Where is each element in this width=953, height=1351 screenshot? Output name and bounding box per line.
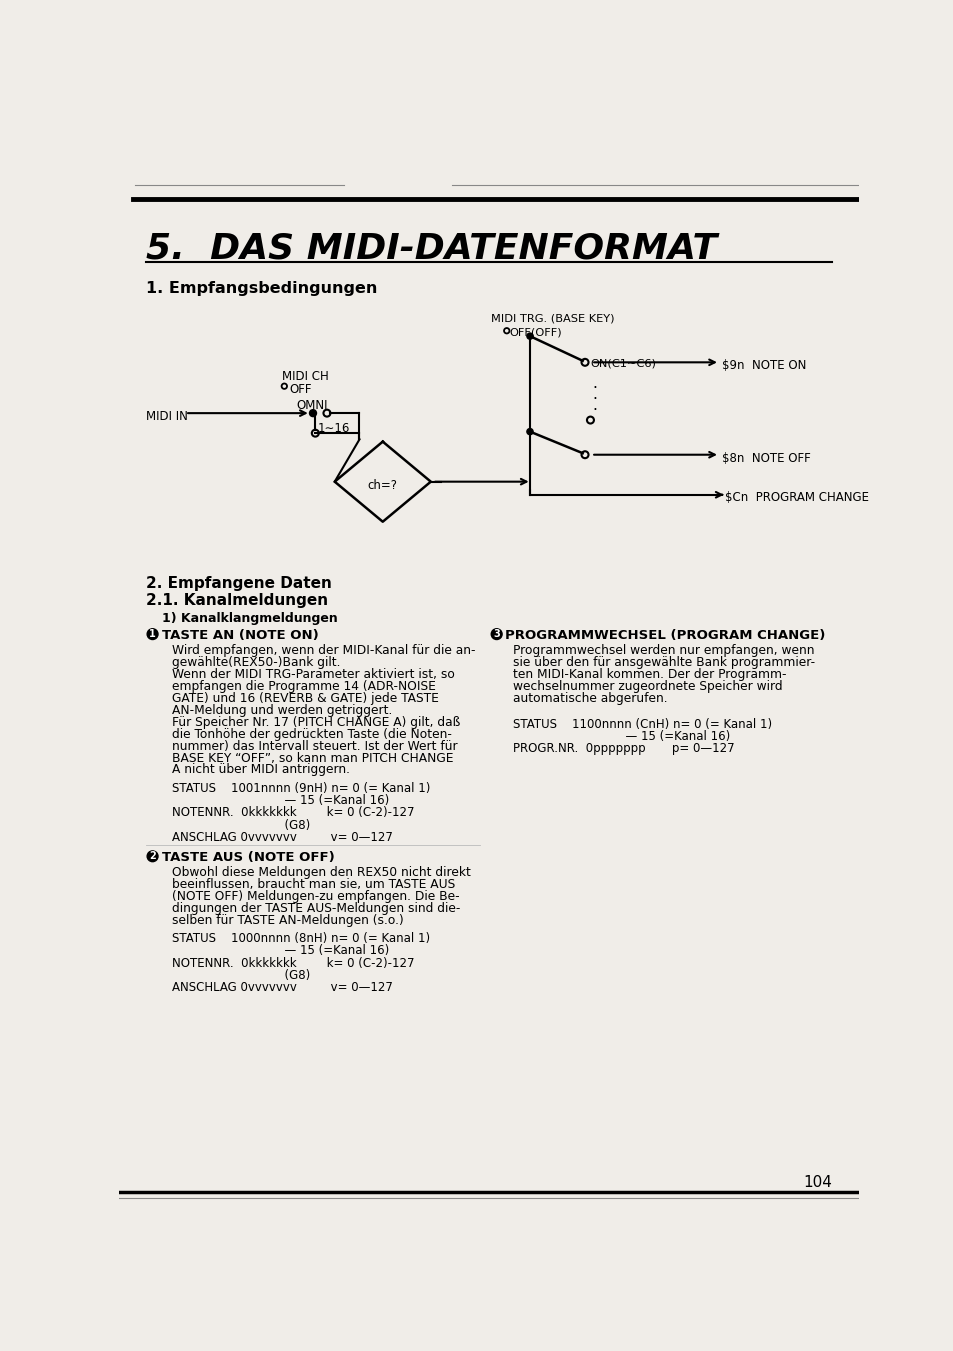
Text: GATE) und 16 (REVERB & GATE) jede TASTE: GATE) und 16 (REVERB & GATE) jede TASTE (172, 692, 438, 705)
Text: sie über den für ansgewählte Bank programmier-: sie über den für ansgewählte Bank progra… (513, 657, 814, 669)
Text: NOTENNR.  0kkkkkkk        k= 0 (C-2)-127: NOTENNR. 0kkkkkkk k= 0 (C-2)-127 (172, 807, 414, 819)
Text: beeinflussen, braucht man sie, um TASTE AUS: beeinflussen, braucht man sie, um TASTE … (172, 878, 455, 892)
Text: STATUS    1000nnnn (8nH) n= 0 (= Kanal 1): STATUS 1000nnnn (8nH) n= 0 (= Kanal 1) (172, 932, 430, 946)
Text: (NOTE OFF) Meldungen-zu empfangen. Die Be-: (NOTE OFF) Meldungen-zu empfangen. Die B… (172, 890, 459, 904)
Text: A nicht über MIDI antriggern.: A nicht über MIDI antriggern. (172, 763, 350, 777)
Text: OFF: OFF (290, 384, 312, 396)
Text: dingungen der TASTE AUS-Meldungen sind die-: dingungen der TASTE AUS-Meldungen sind d… (172, 902, 460, 915)
Text: (G8): (G8) (172, 819, 310, 832)
Text: automatische abgerufen.: automatische abgerufen. (513, 692, 667, 705)
Text: .: . (592, 386, 597, 403)
Text: (G8): (G8) (172, 969, 310, 982)
Text: die Tonhöhe der gedrückten Taste (die Noten-: die Tonhöhe der gedrückten Taste (die No… (172, 728, 452, 740)
Text: OFF(OFF): OFF(OFF) (509, 328, 561, 338)
Circle shape (526, 334, 533, 339)
Text: 1) Kanalklangmeldungen: 1) Kanalklangmeldungen (162, 612, 337, 624)
Text: PROGRAMMWECHSEL (PROGRAM CHANGE): PROGRAMMWECHSEL (PROGRAM CHANGE) (505, 628, 824, 642)
Text: 1. Empfangsbedingungen: 1. Empfangsbedingungen (146, 281, 377, 296)
Text: — 15 (=Kanal 16): — 15 (=Kanal 16) (172, 944, 389, 958)
Text: MIDI IN: MIDI IN (146, 411, 188, 423)
Text: 2.1. Kanalmeldungen: 2.1. Kanalmeldungen (146, 593, 328, 608)
Text: empfangen die Programme 14 (ADR-NOISE: empfangen die Programme 14 (ADR-NOISE (172, 680, 436, 693)
Text: ch=?: ch=? (367, 480, 397, 492)
Text: ANSCHLAG 0vvvvvvv         v= 0—127: ANSCHLAG 0vvvvvvv v= 0—127 (172, 831, 393, 844)
Text: — 15 (=Kanal 16): — 15 (=Kanal 16) (513, 730, 729, 743)
Text: MIDI TRG. (BASE KEY): MIDI TRG. (BASE KEY) (491, 313, 614, 323)
Text: $Cn  PROGRAM CHANGE: $Cn PROGRAM CHANGE (724, 490, 868, 504)
Text: 104: 104 (802, 1174, 831, 1190)
Text: $9n  NOTE ON: $9n NOTE ON (721, 359, 805, 373)
Text: 1∼16: 1∼16 (317, 422, 350, 435)
Text: ten MIDI-Kanal kommen. Der der Programm-: ten MIDI-Kanal kommen. Der der Programm- (513, 667, 785, 681)
Text: AN-Meldung und werden getriggert.: AN-Meldung und werden getriggert. (172, 704, 392, 717)
Text: 1: 1 (149, 630, 155, 639)
Text: selben für TASTE AN-Meldungen (s.o.): selben für TASTE AN-Meldungen (s.o.) (172, 915, 403, 927)
Text: PROGR.NR.  0ppppppp       p= 0—127: PROGR.NR. 0ppppppp p= 0—127 (513, 742, 734, 755)
Text: TASTE AUS (NOTE OFF): TASTE AUS (NOTE OFF) (162, 851, 335, 863)
Circle shape (526, 428, 533, 435)
Text: STATUS    1100nnnn (CnH) n= 0 (= Kanal 1): STATUS 1100nnnn (CnH) n= 0 (= Kanal 1) (513, 717, 771, 731)
Text: STATUS    1001nnnn (9nH) n= 0 (= Kanal 1): STATUS 1001nnnn (9nH) n= 0 (= Kanal 1) (172, 782, 430, 794)
Text: wechselnummer zugeordnete Speicher wird: wechselnummer zugeordnete Speicher wird (513, 680, 781, 693)
Text: ON(C1∼C6): ON(C1∼C6) (590, 358, 656, 369)
Text: NOTENNR.  0kkkkkkk        k= 0 (C-2)-127: NOTENNR. 0kkkkkkk k= 0 (C-2)-127 (172, 957, 414, 970)
Text: $8n  NOTE OFF: $8n NOTE OFF (721, 451, 810, 465)
Text: Für Speicher Nr. 17 (PITCH CHANGE A) gilt, daß: Für Speicher Nr. 17 (PITCH CHANGE A) gil… (172, 716, 460, 728)
Text: ANSCHLAG 0vvvvvvv         v= 0—127: ANSCHLAG 0vvvvvvv v= 0—127 (172, 981, 393, 994)
Text: Wird empfangen, wenn der MIDI-Kanal für die an-: Wird empfangen, wenn der MIDI-Kanal für … (172, 644, 475, 657)
Text: 3: 3 (493, 630, 499, 639)
Text: gewählte(REX50-)Bank gilt.: gewählte(REX50-)Bank gilt. (172, 657, 340, 669)
Text: 2. Empfangene Daten: 2. Empfangene Daten (146, 577, 332, 592)
Text: .: . (592, 397, 597, 413)
Text: 5.  DAS MIDI-DATENFORMAT: 5. DAS MIDI-DATENFORMAT (146, 231, 717, 265)
Text: nummer) das Intervall steuert. Ist der Wert für: nummer) das Intervall steuert. Ist der W… (172, 739, 457, 753)
Text: MIDI CH: MIDI CH (282, 370, 329, 384)
Circle shape (309, 409, 316, 416)
Text: Wenn der MIDI TRG-Parameter aktiviert ist, so: Wenn der MIDI TRG-Parameter aktiviert is… (172, 667, 455, 681)
Circle shape (147, 851, 158, 862)
Text: Obwohl diese Meldungen den REX50 nicht direkt: Obwohl diese Meldungen den REX50 nicht d… (172, 866, 471, 880)
Text: BASE KEY “OFF”, so kann man PITCH CHANGE: BASE KEY “OFF”, so kann man PITCH CHANGE (172, 751, 453, 765)
Text: 2: 2 (149, 851, 155, 862)
Text: TASTE AN (NOTE ON): TASTE AN (NOTE ON) (162, 628, 318, 642)
Text: OMNI: OMNI (296, 400, 328, 412)
Text: — 15 (=Kanal 16): — 15 (=Kanal 16) (172, 794, 389, 807)
Text: Programmwechsel werden nur empfangen, wenn: Programmwechsel werden nur empfangen, we… (513, 644, 814, 657)
Text: .: . (592, 376, 597, 392)
Circle shape (491, 628, 501, 639)
Circle shape (147, 628, 158, 639)
